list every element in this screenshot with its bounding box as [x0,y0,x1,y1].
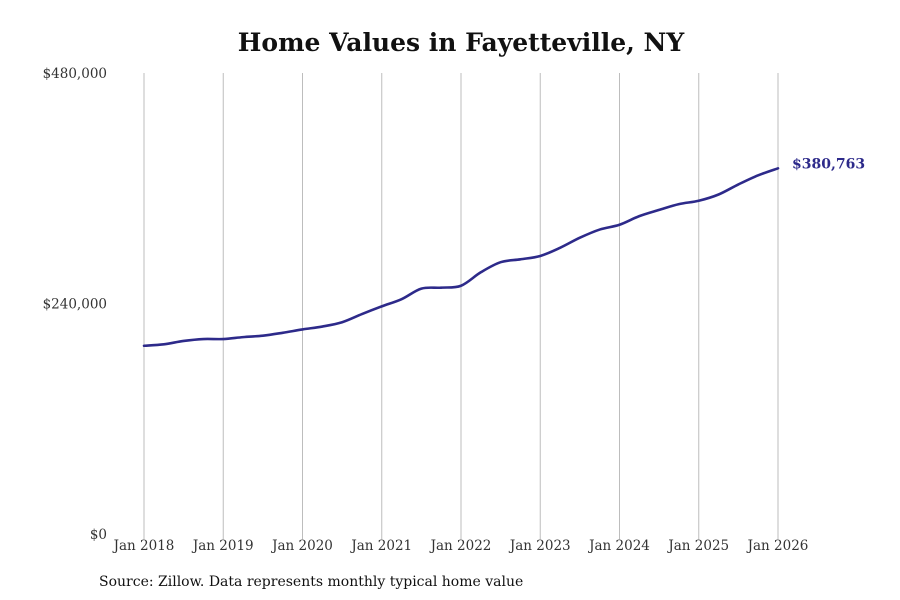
x-tick-label: Jan 2020 [270,538,333,554]
x-tick-label: Jan 2018 [112,538,175,554]
chart-title: Home Values in Fayetteville, NY [237,28,685,57]
x-tick-label: Jan 2024 [587,538,650,554]
x-tick-label: Jan 2021 [349,538,412,554]
y-tick-label: $480,000 [43,66,107,82]
x-tick-label: Jan 2026 [746,538,809,554]
x-tick-label: Jan 2022 [429,538,492,554]
series-line [142,167,780,348]
y-tick-label: $240,000 [43,297,107,313]
x-tick-label: Jan 2019 [191,538,254,554]
source-note: Source: Zillow. Data represents monthly … [99,574,524,590]
x-tick-label: Jan 2025 [666,538,729,554]
y-tick-label: $0 [90,527,107,543]
end-value-label: $380,763 [792,156,865,172]
x-tick-label: Jan 2023 [508,538,571,554]
